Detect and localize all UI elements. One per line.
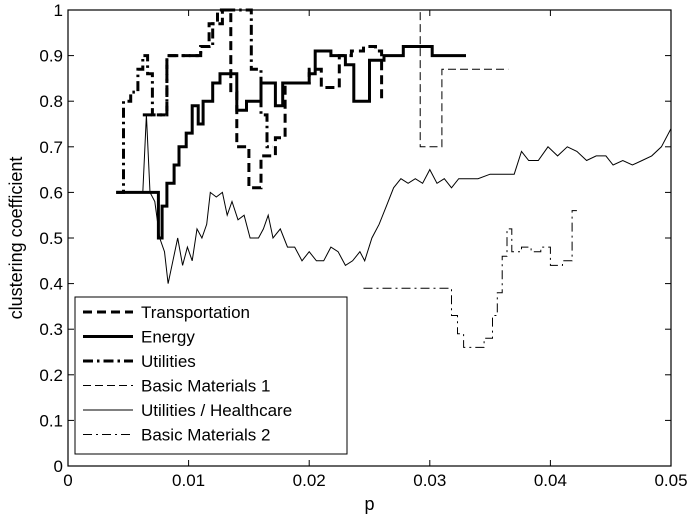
y-axis-label: clustering coefficient xyxy=(6,157,26,320)
legend-entries: Transportation Energy Utilities Basic Mater… xyxy=(83,303,292,445)
x-tick-label: 0.05 xyxy=(654,471,687,490)
y-tick-label: 0.7 xyxy=(39,138,63,157)
legend-label-utilities: Utilities xyxy=(141,352,196,371)
ticks-layer: 0 0.01 0.02 0.03 0.04 0.05 0 0.1 0.2 0.3 0.4 0.5 0.6… xyxy=(39,1,687,490)
series-layer xyxy=(116,8,672,348)
y-tick-label: 0.6 xyxy=(39,183,63,202)
series-line-energy xyxy=(116,45,466,240)
y-tick-label: 0 xyxy=(54,457,63,476)
y-tick-label: 0.3 xyxy=(39,320,63,339)
y-tick-label: 0.4 xyxy=(39,275,63,294)
y-tick-label: 0.8 xyxy=(39,92,63,111)
x-tick-label: 0.04 xyxy=(534,471,567,490)
legend: Transportation Energy Utilities Basic Mater… xyxy=(74,296,348,455)
x-tick-label: 0.03 xyxy=(413,471,446,490)
legend-label-basic-materials-2: Basic Materials 2 xyxy=(141,426,270,445)
y-tick-label: 0.2 xyxy=(39,366,63,385)
x-tick-label: 0.02 xyxy=(293,471,326,490)
legend-box xyxy=(74,296,348,455)
series-line-utilities xyxy=(116,8,273,194)
legend-label-basic-materials-1: Basic Materials 1 xyxy=(141,377,270,396)
x-axis-label: p xyxy=(364,494,374,514)
x-tick-label: 0.01 xyxy=(172,471,205,490)
plot-area: 0 0.01 0.02 0.03 0.04 0.05 0 0.1 0.2 0.3 0.4 0.5 0.6… xyxy=(39,1,687,490)
y-tick-label: 0.5 xyxy=(39,229,63,248)
y-tick-label: 0.1 xyxy=(39,411,63,430)
legend-label-utilities-healthcare: Utilities / Healthcare xyxy=(141,401,292,420)
x-tick-label: 0 xyxy=(63,471,72,490)
legend-label-energy: Energy xyxy=(141,328,195,347)
series-line-basic-materials-2 xyxy=(363,210,577,348)
y-tick-label: 1 xyxy=(54,1,63,20)
series-line-utilities-healthcare xyxy=(142,114,672,284)
y-tick-label: 0.9 xyxy=(39,47,63,66)
series-line-basic-materials-1 xyxy=(134,9,509,148)
legend-label-transportation: Transportation xyxy=(141,303,250,322)
